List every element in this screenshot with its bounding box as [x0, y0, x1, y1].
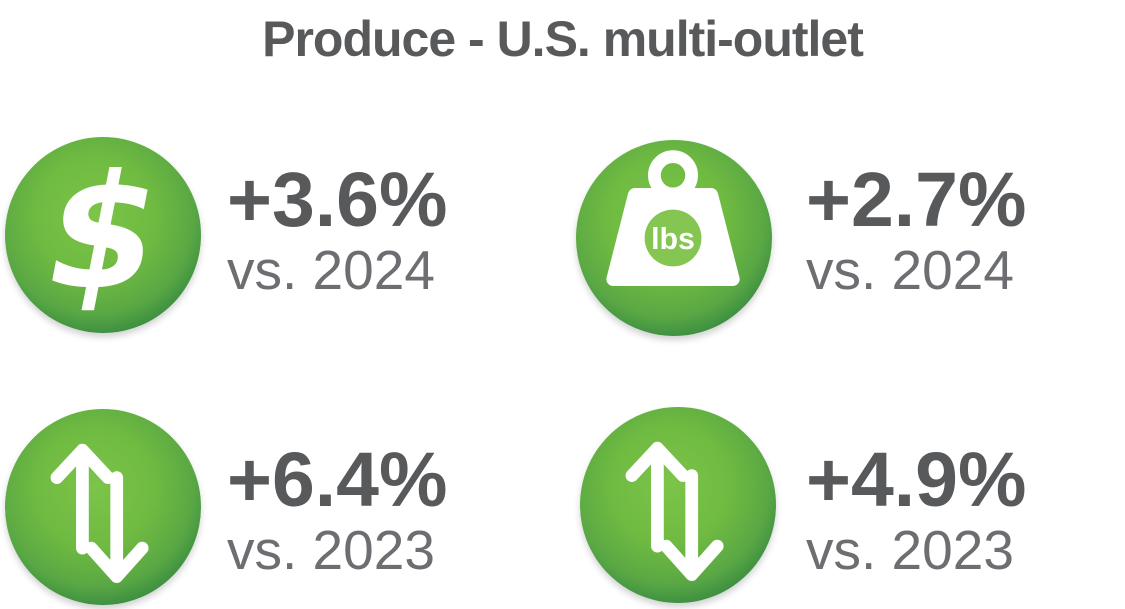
dollar-sign-icon: $ — [5, 137, 201, 333]
stat-value: +2.7% — [806, 157, 1027, 243]
page-title: Produce - U.S. multi-outlet — [262, 11, 864, 67]
weight-lbs-icon: lbs — [576, 140, 772, 336]
stat-value: +6.4% — [227, 437, 448, 523]
stat-value: +4.9% — [806, 437, 1027, 523]
stat-comparison: vs. 2023 — [806, 519, 1014, 581]
stat-dollar-vs-2024: +3.6% vs. 2024 — [227, 157, 448, 301]
lbs-label: lbs — [651, 222, 695, 256]
stat-lbs-vs-2023: +4.9% vs. 2023 — [806, 437, 1027, 581]
stat-comparison: vs. 2024 — [227, 239, 435, 301]
stat-comparison: vs. 2024 — [806, 239, 1014, 301]
stat-comparison: vs. 2023 — [227, 519, 435, 581]
dollar-glyph: $ — [48, 141, 158, 325]
weight-lbs-glyph: lbs — [606, 150, 740, 287]
up-down-arrows-icon — [580, 407, 776, 603]
up-down-arrows-icon — [5, 409, 201, 605]
up-down-arrows-glyph — [625, 441, 724, 581]
up-down-arrows-glyph — [50, 443, 149, 583]
stat-dollar-vs-2023: +6.4% vs. 2023 — [227, 437, 448, 581]
stat-lbs-vs-2024: +2.7% vs. 2024 — [806, 157, 1027, 301]
stat-value: +3.6% — [227, 157, 448, 243]
